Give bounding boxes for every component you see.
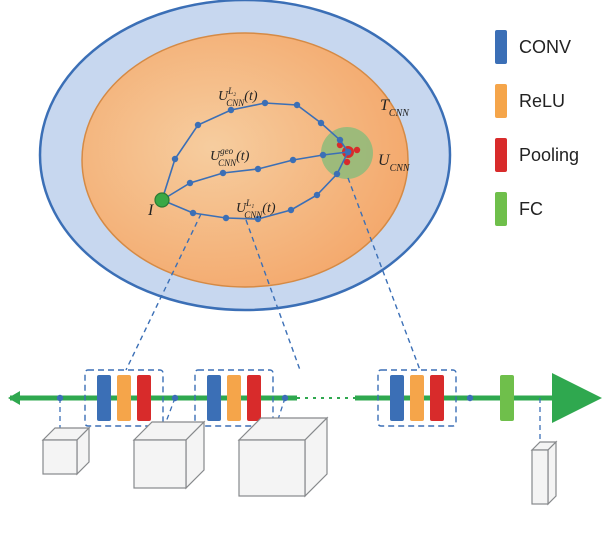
- fc-bar: [500, 375, 514, 421]
- cube-front: [134, 440, 186, 488]
- path-node: [314, 192, 320, 198]
- origin-I-node: [155, 193, 169, 207]
- path-node: [223, 215, 229, 221]
- layer-bar: [207, 375, 221, 421]
- layer-bar: [227, 375, 241, 421]
- path-node: [320, 152, 326, 158]
- layer-bar: [430, 375, 444, 421]
- path-node: [195, 122, 201, 128]
- path-node: [255, 166, 261, 172]
- path-node: [288, 207, 294, 213]
- manifold-diagram: TCNNUCNNUL₂CNN(t)UgeoCNN(t)UL₁CNN(t)I: [40, 0, 450, 370]
- path-node: [190, 210, 196, 216]
- legend-label: FC: [519, 199, 543, 219]
- legend: CONV ReLU Pooling FC: [495, 30, 579, 226]
- small-red-dot: [354, 147, 360, 153]
- legend-label: ReLU: [519, 91, 565, 111]
- label-I: I: [147, 202, 154, 219]
- diagram-root: CONV ReLU Pooling FC TCNNUCNNUL₂CNN(t)UgeoCN…: [0, 0, 604, 546]
- cube-front: [239, 440, 305, 496]
- layer-bar: [137, 375, 151, 421]
- cube-front: [43, 440, 77, 474]
- path-node: [334, 171, 340, 177]
- flow-arrow-tail: [8, 391, 20, 405]
- legend-label: Pooling: [519, 145, 579, 165]
- legend-swatch: [495, 30, 507, 64]
- layer-bar: [117, 375, 131, 421]
- legend-swatch: [495, 192, 507, 226]
- layer-bar: [410, 375, 424, 421]
- cube-front: [532, 450, 548, 504]
- path-node: [220, 170, 226, 176]
- legend-swatch: [495, 138, 507, 172]
- layer-bar: [247, 375, 261, 421]
- path-node: [187, 180, 193, 186]
- layer-bar: [390, 375, 404, 421]
- pipeline-node: [467, 395, 473, 401]
- path-node: [345, 149, 351, 155]
- path-node: [262, 100, 268, 106]
- cube-side: [548, 442, 556, 504]
- legend-label: CONV: [519, 37, 571, 57]
- path-node: [337, 137, 343, 143]
- path-node: [318, 120, 324, 126]
- path-node: [172, 156, 178, 162]
- layer-bar: [97, 375, 111, 421]
- path-node: [294, 102, 300, 108]
- legend-swatch: [495, 84, 507, 118]
- path-node: [290, 157, 296, 163]
